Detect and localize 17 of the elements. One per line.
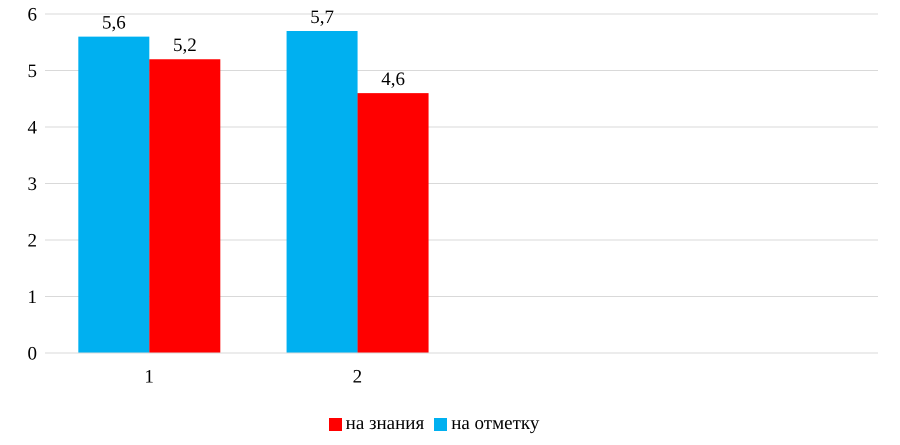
- legend-label: на знания: [346, 413, 424, 434]
- legend-label: на отметку: [451, 413, 540, 434]
- y-tick-label: 5: [28, 61, 37, 82]
- bar: [149, 59, 220, 353]
- bar: [286, 30, 358, 353]
- bar: [358, 93, 429, 353]
- y-tick-label: 0: [28, 344, 37, 365]
- y-tick-label: 3: [28, 174, 37, 196]
- data-label: 5,2: [172, 35, 197, 56]
- bar: [78, 36, 150, 353]
- y-tick-label: 6: [28, 4, 37, 26]
- data-label: 4,6: [381, 69, 405, 90]
- y-tick-label: 4: [28, 118, 38, 139]
- y-tick-label: 1: [28, 287, 37, 308]
- data-label: 5,7: [310, 6, 334, 28]
- data-label: 5,6: [102, 12, 126, 34]
- y-tick-label: 2: [28, 230, 37, 252]
